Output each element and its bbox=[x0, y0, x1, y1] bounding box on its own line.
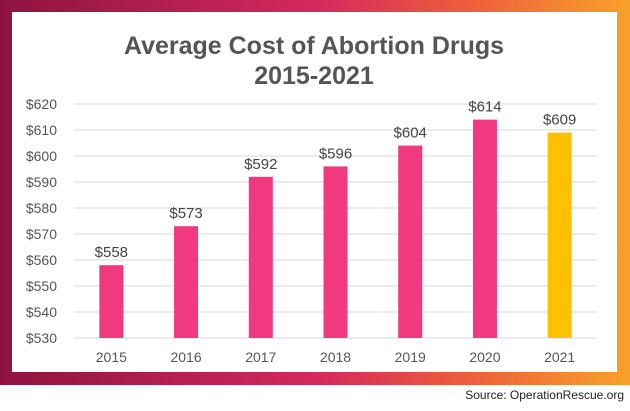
bar-2021 bbox=[547, 132, 572, 338]
x-tick-label-2017: 2017 bbox=[245, 349, 276, 365]
y-axis-ticks: $530 $540 $550 $560 $570 $580 $590 $600 $610 $620 bbox=[26, 96, 57, 346]
x-tick-label-2019: 2019 bbox=[395, 349, 426, 365]
bar-2015 bbox=[99, 265, 124, 338]
chart-panel: Average Cost of Abortion Drugs 2015-2021… bbox=[12, 12, 617, 372]
data-label-2015: $558 bbox=[95, 244, 128, 261]
x-tick-label-2020: 2020 bbox=[469, 349, 500, 365]
y-tick-label: $550 bbox=[26, 278, 57, 294]
x-tick-label-2015: 2015 bbox=[96, 349, 127, 365]
data-label-2021: $609 bbox=[543, 112, 576, 129]
bars bbox=[99, 119, 572, 338]
y-tick-label: $620 bbox=[26, 96, 57, 112]
data-label-2016: $573 bbox=[169, 205, 202, 222]
bar-2018 bbox=[323, 166, 348, 338]
x-tick-label-2018: 2018 bbox=[320, 349, 351, 365]
source-note: Source: OperationRescue.org bbox=[465, 388, 624, 402]
y-tick-label: $580 bbox=[26, 200, 57, 216]
bar-2020 bbox=[472, 119, 497, 338]
data-labels: $558 $573 $592 $596 $604 $614 $609 bbox=[95, 99, 577, 262]
y-tick-label: $540 bbox=[26, 304, 57, 320]
bar-2017 bbox=[248, 176, 273, 338]
y-tick-label: $590 bbox=[26, 174, 57, 190]
data-label-2018: $596 bbox=[319, 145, 352, 162]
chart-title-line-2: 2015-2021 bbox=[254, 62, 374, 90]
bar-2016 bbox=[174, 226, 199, 338]
data-label-2019: $604 bbox=[394, 125, 427, 142]
y-tick-label: $610 bbox=[26, 122, 57, 138]
bar-2019 bbox=[398, 145, 423, 338]
x-tick-label-2016: 2016 bbox=[170, 349, 201, 365]
x-axis-ticks: 2015 2016 2017 2018 2019 2020 2021 bbox=[96, 349, 576, 365]
y-tick-label: $600 bbox=[26, 148, 57, 164]
y-tick-label: $530 bbox=[26, 330, 57, 346]
chart-title-line-1: Average Cost of Abortion Drugs bbox=[124, 32, 504, 60]
data-label-2020: $614 bbox=[468, 99, 501, 116]
bar-chart: Average Cost of Abortion Drugs 2015-2021… bbox=[26, 32, 597, 365]
x-tick-label-2021: 2021 bbox=[544, 349, 575, 365]
y-tick-label: $570 bbox=[26, 226, 57, 242]
data-label-2017: $592 bbox=[244, 156, 277, 173]
y-tick-label: $560 bbox=[26, 252, 57, 268]
gradient-frame: Average Cost of Abortion Drugs 2015-2021… bbox=[0, 0, 630, 385]
